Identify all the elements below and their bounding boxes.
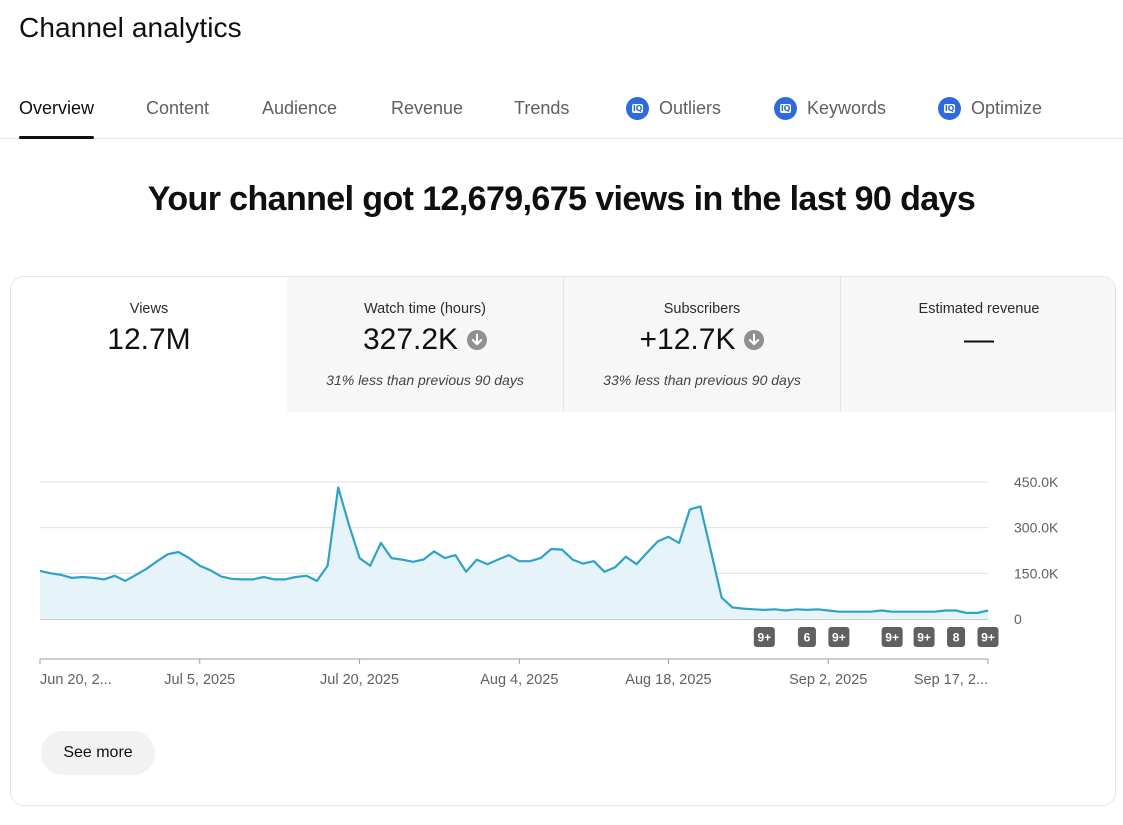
metric-value: +12.7K	[564, 323, 840, 357]
metric-subscribers[interactable]: Subscribers +12.7K 33% less than previou…	[564, 277, 840, 412]
analytics-tabs: Overview Content Audience Revenue Trends…	[0, 78, 1123, 139]
tab-keywords[interactable]: IQ Keywords	[774, 78, 886, 138]
tab-label: Audience	[262, 97, 338, 118]
arrow-down-circle-icon	[467, 330, 488, 350]
annotation-badge-label: 9+	[917, 631, 931, 645]
annotation-badge-label: 9+	[832, 631, 846, 645]
metric-note: 31% less than previous 90 days	[326, 372, 524, 388]
iq-badge-text: IQ	[943, 103, 956, 113]
annotation-badge-label: 8	[953, 631, 960, 645]
tab-optimize[interactable]: IQ Optimize	[938, 78, 1042, 138]
views-area	[40, 487, 988, 619]
metric-label: Subscribers	[663, 301, 741, 317]
y-tick-label: 450.0K	[1014, 474, 1059, 490]
page-title: Channel analytics	[19, 12, 242, 43]
tab-label: Keywords	[807, 97, 887, 118]
see-more-button[interactable]: See more	[41, 731, 155, 775]
tab-label: Revenue	[391, 97, 464, 118]
x-tick-label: Sep 17, 2...	[914, 672, 988, 688]
views-chart: 0 150.0K 300.0K 450.0K 9+ 6 9+ 9+ 9+ 8 9+ Jun 20, 2…	[39, 474, 1059, 688]
metric-value: —	[841, 323, 1115, 357]
tab-label: Outliers	[659, 97, 722, 118]
metric-divider	[840, 277, 841, 412]
vidiq-icon: IQ	[938, 96, 961, 120]
arrow-down-circle-icon	[744, 330, 765, 350]
annotation-badge-label: 9+	[885, 631, 899, 645]
annotation-badge	[753, 627, 775, 647]
tab-revenue[interactable]: Revenue	[391, 78, 463, 138]
metric-value: 12.7M	[11, 323, 287, 357]
y-tick-label: 0	[1014, 611, 1022, 627]
x-tick-label: Aug 18, 2025	[625, 672, 711, 688]
views-headline: Your channel got 12,679,675 views in the…	[147, 180, 976, 218]
iq-badge-text: IQ	[631, 103, 644, 113]
annotation-badge	[913, 627, 935, 647]
vidiq-icon: IQ	[774, 96, 797, 120]
annotation-badge	[797, 627, 816, 647]
annotation-badge-label: 6	[804, 631, 811, 645]
metric-value-text: —	[964, 323, 994, 356]
metric-value-text: 327.2K	[362, 323, 459, 356]
metric-label: Watch time (hours)	[364, 301, 486, 317]
metric-views[interactable]: Views 12.7M	[11, 277, 287, 412]
metric-watch-time[interactable]: Watch time (hours) 327.2K 31% less than …	[287, 277, 563, 412]
annotation-badge-label: 9+	[981, 631, 995, 645]
annotation-badge	[828, 627, 850, 647]
tab-overview[interactable]: Overview	[19, 78, 95, 139]
vidiq-icon: IQ	[626, 96, 649, 120]
tab-label: Content	[146, 97, 210, 118]
tab-outliers[interactable]: IQ Outliers	[626, 78, 721, 138]
tab-label: Trends	[514, 97, 570, 118]
x-tick-label: Jul 5, 2025	[164, 672, 235, 688]
y-tick-label: 150.0K	[1014, 565, 1059, 581]
metric-value-text: +12.7K	[639, 323, 736, 356]
annotation-badge-label: 9+	[757, 631, 771, 645]
metric-value: 327.2K	[287, 323, 563, 357]
metric-note: 33% less than previous 90 days	[603, 372, 801, 388]
x-tick-label: Sep 2, 2025	[789, 672, 867, 688]
annotation-badge	[977, 627, 999, 647]
metric-divider	[563, 277, 564, 412]
metric-label: Estimated revenue	[918, 301, 1040, 317]
tab-trends[interactable]: Trends	[514, 78, 569, 138]
metric-revenue[interactable]: Estimated revenue —	[841, 277, 1115, 412]
tab-label: Overview	[19, 97, 95, 118]
overview-card: Views 12.7M Watch time (hours) 327.2K 31…	[10, 276, 1116, 806]
annotation-badge	[881, 627, 903, 647]
iq-badge-text: IQ	[779, 103, 792, 113]
x-tick-label: Aug 4, 2025	[480, 672, 558, 688]
y-tick-label: 300.0K	[1014, 520, 1059, 536]
x-tick-label: Jun 20, 2...	[40, 672, 112, 688]
metric-label: Views	[129, 301, 169, 317]
tab-audience[interactable]: Audience	[262, 78, 337, 138]
tab-content[interactable]: Content	[146, 78, 209, 138]
x-tick-label: Jul 20, 2025	[320, 672, 399, 688]
tab-label: Optimize	[971, 97, 1043, 118]
annotation-badge	[947, 627, 966, 647]
views-line	[39, 486, 989, 614]
metric-value-text: 12.7M	[107, 323, 191, 356]
